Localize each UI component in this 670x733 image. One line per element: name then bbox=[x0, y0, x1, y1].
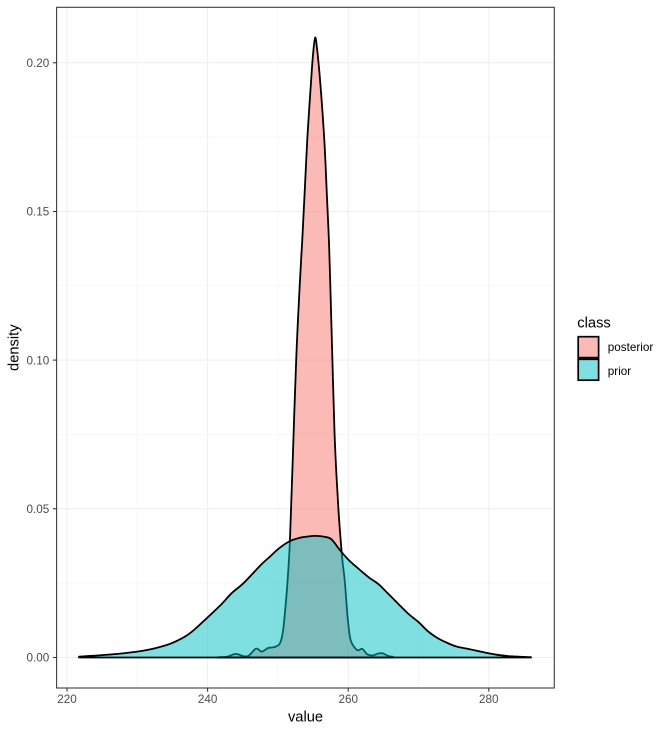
svg-text:posterior: posterior bbox=[608, 341, 654, 354]
svg-text:220: 220 bbox=[57, 693, 77, 706]
svg-text:0.20: 0.20 bbox=[27, 57, 50, 70]
svg-text:240: 240 bbox=[198, 693, 218, 706]
svg-text:value: value bbox=[288, 710, 323, 726]
svg-text:260: 260 bbox=[338, 693, 358, 706]
svg-text:0.05: 0.05 bbox=[27, 503, 50, 516]
svg-text:prior: prior bbox=[608, 365, 631, 378]
svg-text:0.10: 0.10 bbox=[27, 354, 50, 367]
svg-text:0.00: 0.00 bbox=[27, 652, 50, 665]
svg-text:0.15: 0.15 bbox=[27, 206, 50, 219]
svg-text:280: 280 bbox=[479, 693, 499, 706]
svg-text:class: class bbox=[577, 315, 610, 331]
svg-text:density: density bbox=[6, 324, 22, 371]
